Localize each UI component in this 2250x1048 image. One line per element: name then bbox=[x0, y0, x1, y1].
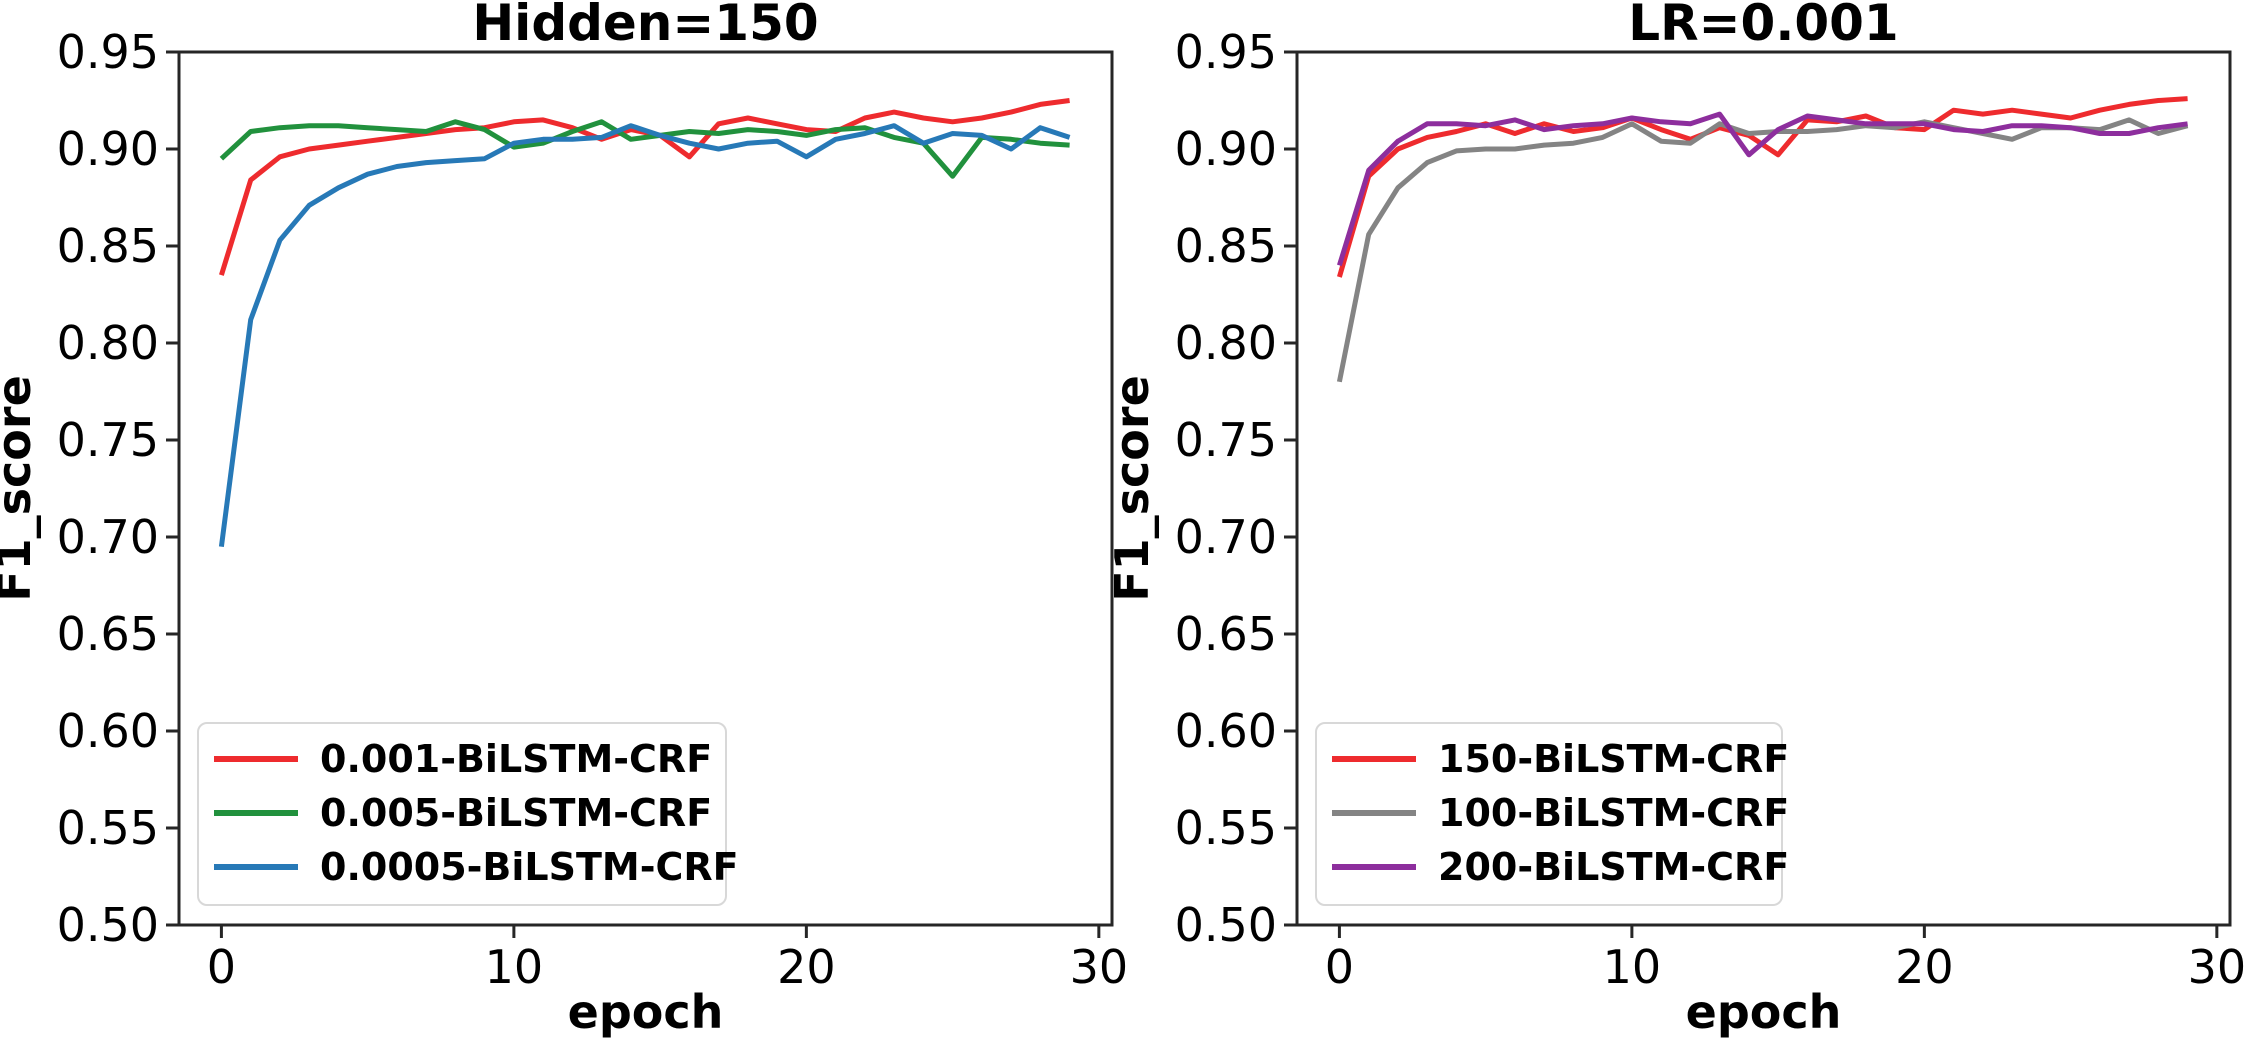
y-tick-label: 0.75 bbox=[57, 413, 159, 467]
y-tick-label: 0.60 bbox=[57, 704, 159, 758]
legend-right: 150-BiLSTM-CRF 100-BiLSTM-CRF 200-BiLSTM-C… bbox=[1315, 722, 1789, 906]
y-tick-label: 0.75 bbox=[1175, 413, 1277, 467]
x-axis-label-left: epoch bbox=[568, 985, 724, 1039]
legend-entry: 0.005-BiLSTM-CRF bbox=[214, 791, 712, 835]
legend-label: 0.005-BiLSTM-CRF bbox=[320, 791, 712, 835]
legend-entry: 100-BiLSTM-CRF bbox=[1332, 791, 1789, 835]
legend-label: 0.001-BiLSTM-CRF bbox=[320, 737, 712, 781]
legend-label: 150-BiLSTM-CRF bbox=[1438, 737, 1789, 781]
y-axis-label-left: F1_score bbox=[0, 375, 41, 602]
panel-right: 0 10 20 30 0.50 0.55 0.60 0.65 0.70 0.75 0.80 0.85 0… bbox=[1105, 0, 2246, 1039]
series-line-200-BiLSTM-CRF bbox=[1337, 111, 2188, 267]
legend-entry: 150-BiLSTM-CRF bbox=[1332, 737, 1789, 781]
legend-entry: 0.0005-BiLSTM-CRF bbox=[214, 845, 739, 889]
series-line-0.0005-BiLSTM-CRF bbox=[218, 123, 1071, 548]
y-tick-label: 0.50 bbox=[57, 898, 159, 952]
x-tick-label: 20 bbox=[777, 940, 836, 994]
chart-title-left: Hidden=150 bbox=[472, 0, 818, 52]
y-tick-label: 0.60 bbox=[1175, 704, 1277, 758]
y-tick-label: 0.85 bbox=[1175, 219, 1277, 273]
y-tick-label: 0.55 bbox=[1175, 801, 1277, 855]
legend-entry: 0.001-BiLSTM-CRF bbox=[214, 737, 712, 781]
x-tick-label: 10 bbox=[485, 940, 544, 994]
y-tick-label: 0.50 bbox=[1175, 898, 1277, 952]
y-tick-label: 0.65 bbox=[57, 607, 159, 661]
y-tick-label: 0.55 bbox=[57, 801, 159, 855]
y-tick-label: 0.80 bbox=[1175, 316, 1277, 370]
y-axis-label-right: F1_score bbox=[1105, 375, 1159, 602]
plot-frame-left bbox=[177, 50, 1114, 927]
y-tick-label: 0.95 bbox=[1175, 25, 1277, 79]
series-line-0.005-BiLSTM-CRF bbox=[219, 119, 1070, 179]
x-tick-label: 20 bbox=[1895, 940, 1954, 994]
plot-frame-right bbox=[1295, 50, 2232, 927]
x-tick-label: 0 bbox=[1325, 940, 1354, 994]
legend-entry: 200-BiLSTM-CRF bbox=[1332, 845, 1789, 889]
series-line-100-BiLSTM-CRF bbox=[1336, 117, 2189, 383]
y-tick-label: 0.90 bbox=[57, 122, 159, 176]
y-tick-label: 0.80 bbox=[57, 316, 159, 370]
legend-box bbox=[197, 722, 727, 906]
y-tick-label: 0.65 bbox=[1175, 607, 1277, 661]
x-tick-label: 0 bbox=[207, 940, 236, 994]
y-tick-label: 0.85 bbox=[57, 219, 159, 273]
legend-left: 0.001-BiLSTM-CRF 0.005-BiLSTM-CRF 0.0005-B… bbox=[197, 722, 739, 906]
x-axis-label-right: epoch bbox=[1686, 985, 1842, 1039]
y-tick-label: 0.70 bbox=[57, 510, 159, 564]
x-tick-label: 10 bbox=[1603, 940, 1662, 994]
y-tick-label: 0.70 bbox=[1175, 510, 1277, 564]
x-tick-label: 30 bbox=[2188, 940, 2247, 994]
legend-label: 200-BiLSTM-CRF bbox=[1438, 845, 1789, 889]
chart-title-right: LR=0.001 bbox=[1628, 0, 1898, 52]
x-tick-label: 30 bbox=[1070, 940, 1129, 994]
y-tick-label: 0.95 bbox=[57, 25, 159, 79]
y-tick-label: 0.90 bbox=[1175, 122, 1277, 176]
legend-label: 100-BiLSTM-CRF bbox=[1438, 791, 1789, 835]
legend-label: 0.0005-BiLSTM-CRF bbox=[320, 845, 739, 889]
legend-box bbox=[1315, 722, 1783, 906]
panel-left: 0 10 20 30 0.50 0.55 0.60 0.65 0.70 0.75 0.80 0.85 0… bbox=[0, 0, 1128, 1039]
